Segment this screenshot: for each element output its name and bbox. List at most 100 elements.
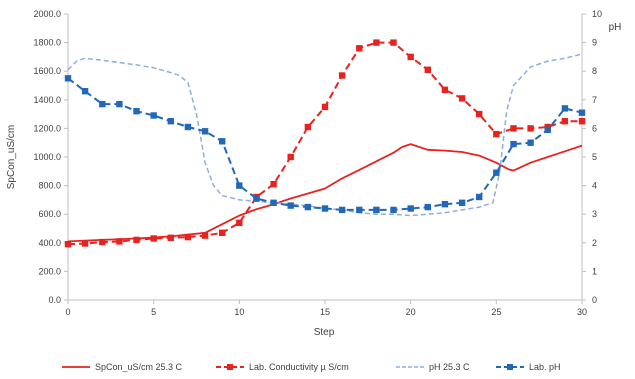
series-point-3 xyxy=(201,128,209,135)
y2-tick-label: 4 xyxy=(592,181,597,191)
series-point-1 xyxy=(99,238,106,246)
series-point-1 xyxy=(150,235,157,242)
legend-label-3: Lab. pH xyxy=(529,362,561,372)
series-point-1 xyxy=(81,240,89,247)
series-point-3 xyxy=(64,75,72,82)
x-tick-label: 20 xyxy=(406,307,416,317)
series-point-1 xyxy=(321,103,329,111)
x-tick-label: 5 xyxy=(151,307,156,317)
y2-tick-label: 5 xyxy=(592,152,597,162)
series-point-3 xyxy=(270,199,277,206)
series-point-3 xyxy=(99,100,106,108)
series-point-1 xyxy=(219,229,226,236)
series-point-1 xyxy=(527,125,534,132)
series-point-3 xyxy=(287,202,294,209)
y-axis-title: SpCon_uS/cm xyxy=(6,125,17,189)
series-point-3 xyxy=(219,138,226,145)
axes: 0 5 10 15 20 25 300.0200.0400.0600.0800.01000.… xyxy=(33,9,602,317)
y-tick-label: 1600.0 xyxy=(33,66,61,76)
y-tick-label: 800.0 xyxy=(38,181,61,191)
y2-axis-title: pH xyxy=(609,22,622,33)
series-point-3 xyxy=(321,205,329,212)
series-point-1 xyxy=(270,181,277,188)
x-tick-label: 10 xyxy=(234,307,244,317)
series-point-1 xyxy=(167,234,174,241)
y-tick-label: 1200.0 xyxy=(33,123,61,133)
series-point-1 xyxy=(304,123,312,131)
y2-tick-label: 1 xyxy=(592,266,597,276)
series-point-3 xyxy=(510,140,517,148)
series-point-3 xyxy=(338,206,346,214)
series-layer xyxy=(64,39,586,248)
y-tick-label: 2000.0 xyxy=(33,9,61,19)
series-point-1 xyxy=(493,130,500,138)
y-tick-label: 0.0 xyxy=(48,295,61,305)
series-point-1 xyxy=(407,53,414,61)
series-point-1 xyxy=(356,45,363,52)
y-tick-label: 1800.0 xyxy=(33,38,61,48)
legend-label-1: Lab. Conductivity µ S/cm xyxy=(249,362,349,372)
series-point-1 xyxy=(441,86,449,93)
series-point-3 xyxy=(236,182,243,189)
y2-tick-label: 7 xyxy=(592,95,597,105)
series-point-1 xyxy=(424,66,431,73)
y2-tick-label: 10 xyxy=(592,9,602,19)
legend-marker-3 xyxy=(507,364,513,370)
series-point-1 xyxy=(64,241,72,248)
series-point-1 xyxy=(287,153,294,161)
series-line-3 xyxy=(67,77,583,211)
series-point-1 xyxy=(133,236,140,244)
series-point-1 xyxy=(578,118,586,125)
y-tick-label: 200.0 xyxy=(38,266,61,276)
legend-label-0: SpCon_uS/cm 25.3 C xyxy=(95,362,183,372)
series-point-3 xyxy=(458,199,466,206)
series-line-2 xyxy=(67,53,583,217)
series-point-1 xyxy=(184,233,192,241)
x-tick-label: 30 xyxy=(577,307,587,317)
y2-tick-label: 3 xyxy=(592,209,597,219)
y2-tick-label: 8 xyxy=(592,66,597,76)
series-point-3 xyxy=(373,206,380,214)
y-tick-label: 1400.0 xyxy=(33,95,61,105)
legend-label-2: pH 25.3 C xyxy=(429,362,470,372)
y-tick-label: 400.0 xyxy=(38,238,61,248)
series-point-1 xyxy=(476,110,483,118)
legend-marker-1 xyxy=(227,364,233,370)
y2-tick-label: 0 xyxy=(592,295,597,305)
series-point-3 xyxy=(476,193,483,201)
series-point-3 xyxy=(561,105,569,112)
series-point-3 xyxy=(544,126,551,133)
y-tick-label: 600.0 xyxy=(38,209,61,219)
y2-tick-label: 6 xyxy=(592,123,597,133)
x-tick-label: 25 xyxy=(491,307,501,317)
x-tick-label: 0 xyxy=(65,307,70,317)
series-point-1 xyxy=(338,72,346,79)
series-point-3 xyxy=(116,100,123,108)
series-point-1 xyxy=(510,125,517,132)
y-tick-label: 1000.0 xyxy=(33,152,61,162)
series-point-1 xyxy=(373,39,380,46)
series-point-1 xyxy=(458,95,466,102)
series-point-1 xyxy=(390,39,397,46)
series-point-3 xyxy=(493,169,500,176)
series-point-3 xyxy=(304,203,312,211)
x-axis-title: Step xyxy=(314,327,335,338)
series-line-1 xyxy=(67,41,582,246)
series-point-1 xyxy=(201,232,209,239)
series-point-3 xyxy=(424,203,431,211)
series-point-3 xyxy=(441,201,449,208)
y2-tick-label: 9 xyxy=(592,38,597,48)
y2-tick-label: 2 xyxy=(592,238,597,248)
legend: SpCon_uS/cm 25.3 C Lab. Conductivity µ S/… xyxy=(62,362,561,372)
series-point-1 xyxy=(561,118,569,125)
series-point-1 xyxy=(116,238,123,245)
series-point-3 xyxy=(390,206,397,214)
series-point-3 xyxy=(184,123,192,131)
series-point-3 xyxy=(527,139,534,146)
series-point-3 xyxy=(167,118,174,125)
series-point-3 xyxy=(150,112,157,119)
series-point-3 xyxy=(253,195,260,202)
series-point-3 xyxy=(133,108,140,115)
